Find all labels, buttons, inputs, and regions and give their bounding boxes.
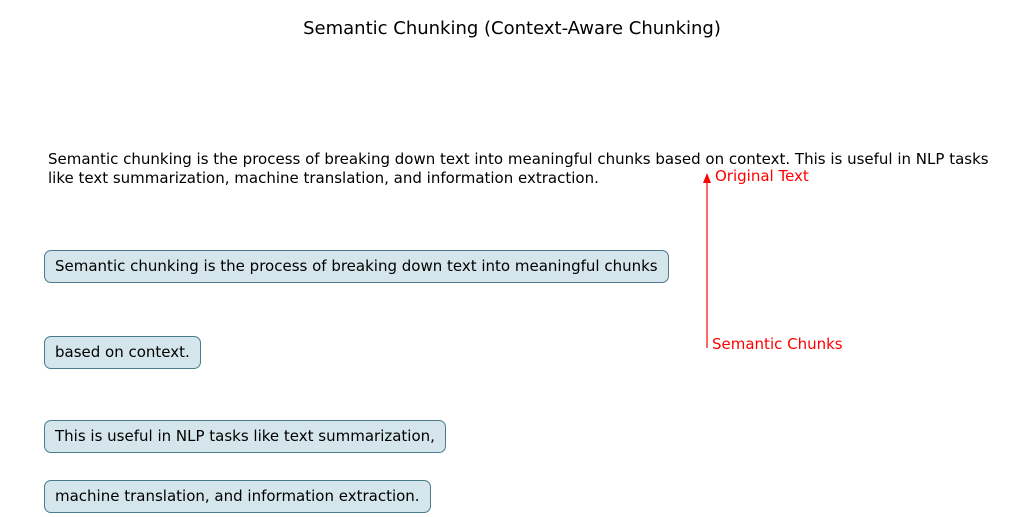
label-semantic-chunks: Semantic Chunks xyxy=(712,335,843,353)
chunk-box: This is useful in NLP tasks like text su… xyxy=(44,420,446,453)
chunk-box: machine translation, and information ext… xyxy=(44,480,431,513)
arrow-chunks-to-original xyxy=(700,173,714,348)
chunk-box: Semantic chunking is the process of brea… xyxy=(44,250,669,283)
label-original-text: Original Text xyxy=(715,167,809,185)
diagram-title: Semantic Chunking (Context-Aware Chunkin… xyxy=(0,18,1024,39)
chunk-box: based on context. xyxy=(44,336,201,369)
original-text: Semantic chunking is the process of brea… xyxy=(48,150,994,188)
